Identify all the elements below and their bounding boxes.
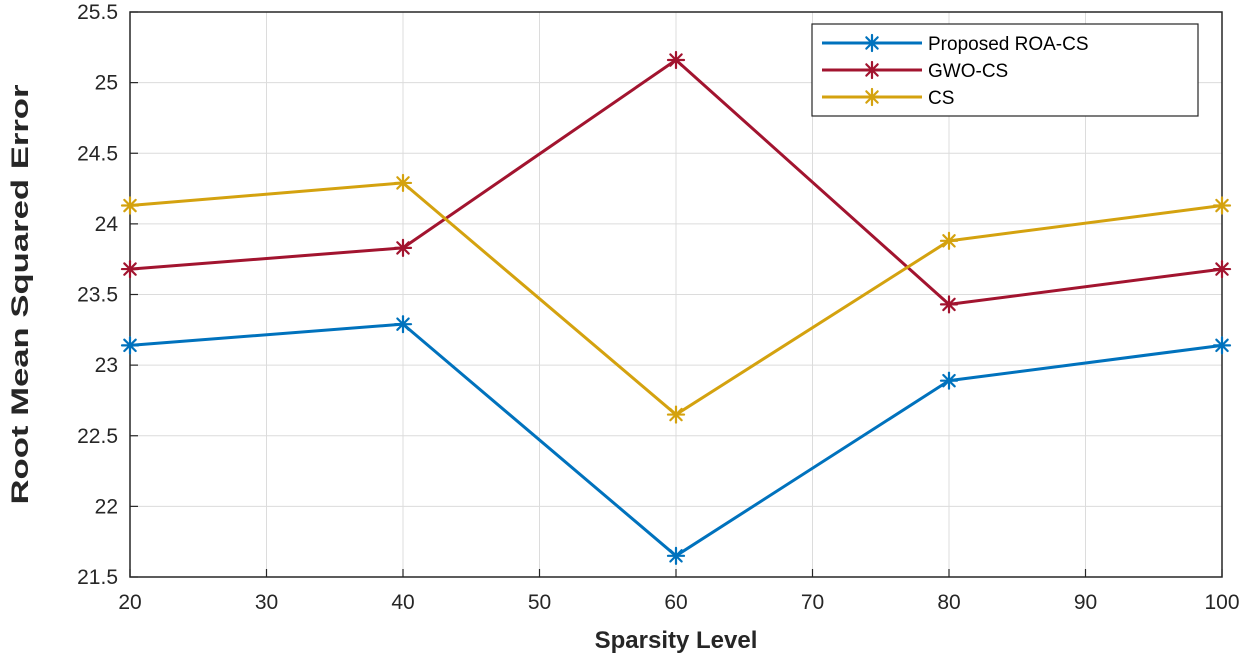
y-tick-label: 25.5 xyxy=(77,1,118,24)
marker-stroke xyxy=(865,90,879,104)
x-axis-label: Sparsity Level xyxy=(595,627,758,654)
x-tick-label: 50 xyxy=(528,591,551,614)
legend-label: Proposed ROA-CS xyxy=(928,34,1089,55)
marker-stroke xyxy=(123,198,137,213)
y-tick-label: 22.5 xyxy=(77,425,118,448)
marker-stroke xyxy=(942,297,956,312)
marker-stroke xyxy=(123,338,137,353)
data-point xyxy=(666,405,686,424)
series-proposed-roa-cs xyxy=(120,315,1232,565)
legend: Proposed ROA-CS GWO-CS CS xyxy=(811,23,1199,117)
marker-stroke xyxy=(396,241,410,255)
y-tick-label: 23.5 xyxy=(77,284,118,307)
data-point xyxy=(120,196,140,215)
y-axis-label: Root Mean Squared Error xyxy=(7,85,34,505)
x-tick-label: 100 xyxy=(1204,591,1239,614)
legend-item: GWO-CS xyxy=(822,60,1008,82)
marker-stroke xyxy=(396,176,410,190)
data-point xyxy=(939,371,959,390)
y-axis-ticks: 21.5 22 22.5 23 23.5 24 24.5 25 25.5 xyxy=(77,1,138,589)
data-point xyxy=(120,336,140,355)
y-tick-label: 24.5 xyxy=(77,142,118,165)
data-point xyxy=(666,50,686,70)
y-tick-label: 22 xyxy=(95,495,118,518)
marker-stroke xyxy=(669,53,683,67)
marker-stroke xyxy=(669,407,683,422)
marker-stroke xyxy=(1215,198,1229,213)
data-point xyxy=(120,259,140,279)
legend-item: Proposed ROA-CS xyxy=(822,33,1089,55)
data-series xyxy=(120,50,1232,565)
x-tick-label: 70 xyxy=(801,591,824,614)
marker-stroke xyxy=(865,63,879,77)
y-tick-label: 21.5 xyxy=(77,566,118,589)
x-tick-label: 20 xyxy=(118,591,141,614)
data-point xyxy=(1212,336,1232,355)
x-tick-label: 60 xyxy=(664,591,687,614)
y-tick-label: 23 xyxy=(95,354,118,377)
x-tick-label: 30 xyxy=(255,591,278,614)
data-point xyxy=(1212,196,1232,215)
x-axis-ticks: 20 30 40 50 60 70 80 90 100 xyxy=(118,569,1240,614)
data-point xyxy=(939,231,959,250)
legend-label: CS xyxy=(928,88,954,109)
marker-stroke xyxy=(123,262,137,276)
data-point xyxy=(393,238,413,257)
y-tick-label: 24 xyxy=(95,213,119,236)
marker-stroke xyxy=(396,317,410,331)
marker-stroke xyxy=(1215,262,1229,276)
marker-stroke xyxy=(1215,338,1229,353)
legend-label: GWO-CS xyxy=(928,61,1008,82)
data-point xyxy=(939,295,959,314)
series-gwo-cs xyxy=(120,50,1232,314)
x-tick-label: 80 xyxy=(937,591,960,614)
x-tick-label: 40 xyxy=(391,591,414,614)
marker-stroke xyxy=(865,36,879,50)
marker-stroke xyxy=(942,373,956,388)
data-point xyxy=(666,546,686,565)
x-tick-label: 90 xyxy=(1074,591,1097,614)
marker-stroke xyxy=(669,549,683,563)
series-cs xyxy=(120,173,1232,424)
legend-item: CS xyxy=(822,87,954,109)
data-point xyxy=(393,315,413,334)
data-point xyxy=(393,173,413,193)
marker-stroke xyxy=(942,234,956,248)
y-tick-label: 25 xyxy=(95,72,118,95)
data-point xyxy=(1212,259,1232,279)
